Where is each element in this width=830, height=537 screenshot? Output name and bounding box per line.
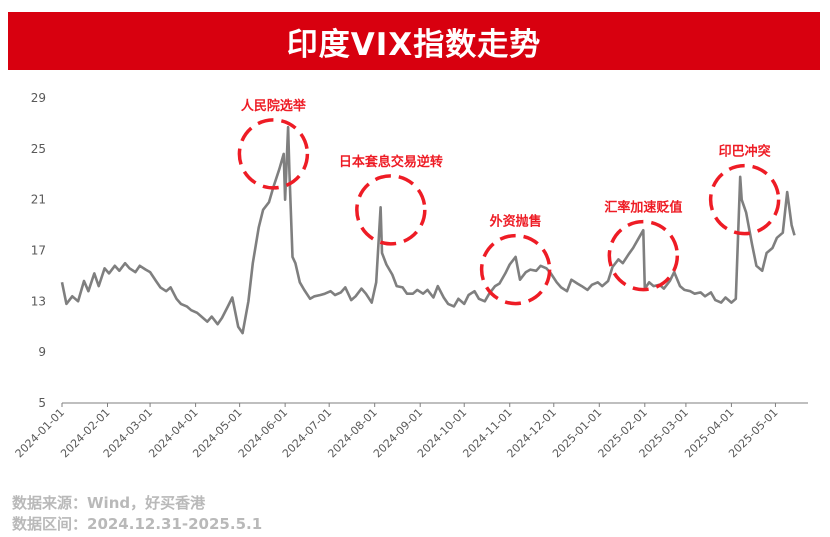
y-tick-label: 13 <box>31 294 46 308</box>
annotation-label: 日本套息交易逆转 <box>339 154 443 170</box>
annotation-circle <box>355 174 427 246</box>
title-background <box>8 12 820 70</box>
annotation-label: 外资抛售 <box>489 214 542 230</box>
y-tick-label: 29 <box>31 91 46 105</box>
y-tick-label: 21 <box>31 193 46 207</box>
y-tick-label: 25 <box>31 142 46 156</box>
date-range-note: 数据区间：2024.12.31-2025.5.1 <box>12 515 263 533</box>
y-tick-label: 17 <box>31 244 46 258</box>
y-tick-labels: 5 9 13 17 21 25 29 <box>31 91 46 410</box>
annotation-circle <box>237 118 310 190</box>
title-bar: 印度VIX指数走势 <box>8 12 820 70</box>
annotation-circle <box>708 163 781 236</box>
y-tick-label: 5 <box>38 396 46 410</box>
vix-series-line <box>60 125 796 335</box>
annotation-circle <box>607 219 680 292</box>
annotation-label: 印巴冲突 <box>719 144 771 160</box>
x-tick-labels: 2024-01-012024-02-012024-03-012024-04-01… <box>13 403 781 460</box>
annotation-label: 人民院选举 <box>241 98 307 114</box>
chart-title: 印度VIX指数走势 <box>286 26 542 63</box>
annotation-label: 汇率加速贬值 <box>604 200 682 216</box>
y-tick-label: 9 <box>38 345 46 359</box>
source-note: 数据来源：Wind，好买香港 <box>12 494 206 512</box>
annotation-circle <box>479 233 552 306</box>
